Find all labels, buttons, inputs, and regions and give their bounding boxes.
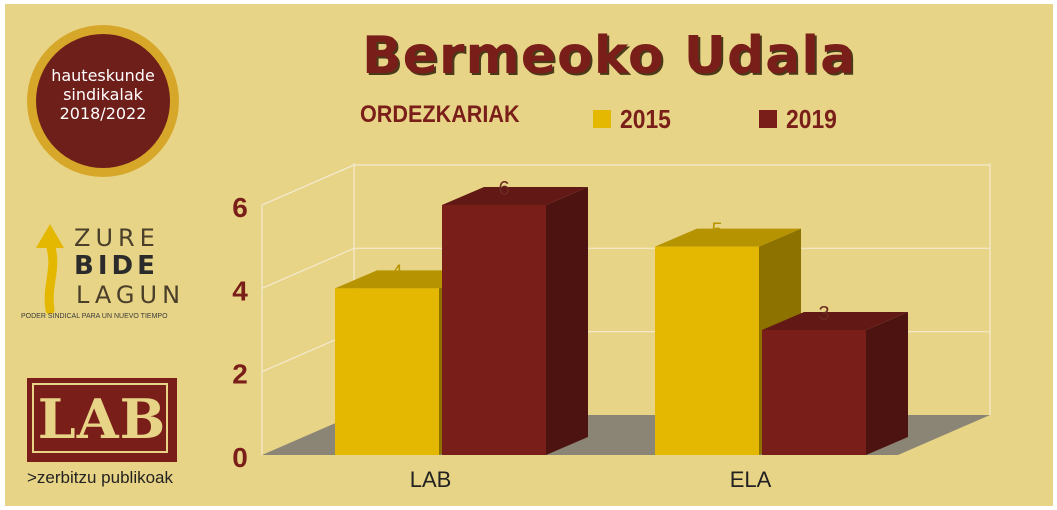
- zure-bide-lagun-logo: ZURE BIDE LAGUN PODER SINDICAL PARA UN N…: [18, 210, 198, 330]
- data-label: 6: [498, 178, 509, 200]
- y-tick-label: 2: [232, 359, 248, 390]
- bar-lab-2015: [335, 288, 439, 455]
- logo-word-zure: ZURE: [74, 224, 160, 252]
- bar-lab-2019: [442, 205, 546, 455]
- bar-side: [546, 187, 588, 455]
- bar-side: [866, 312, 908, 455]
- bar-ela-2019: [762, 330, 866, 455]
- data-label: 3: [818, 303, 829, 325]
- chart-title: Bermeoko Udala: [362, 26, 857, 86]
- arrow-up-icon: [36, 224, 64, 314]
- legend-label-2019: 2019: [786, 104, 837, 134]
- data-label: 4: [391, 261, 402, 283]
- badge-line-1: hauteskunde: [51, 66, 155, 85]
- legend-swatch-2019: [759, 110, 777, 128]
- bar-top: [655, 228, 801, 247]
- y-tick-label: 6: [232, 192, 248, 223]
- bar-top: [442, 187, 588, 205]
- badge-circle: [36, 34, 170, 168]
- bar-top: [762, 312, 908, 330]
- lab-logo: LAB: [27, 378, 177, 462]
- logo-tagline: PODER SINDICAL PARA UN NUEVO TIEMPO: [21, 313, 168, 320]
- legend-swatch-2015: [593, 110, 611, 128]
- logo-word-bide: BIDE: [74, 251, 159, 281]
- lab-subtitle: >zerbitzu publikoak: [27, 468, 174, 487]
- bar-ela-2015: [655, 246, 759, 455]
- data-label: 5: [711, 220, 722, 242]
- lab-logo-frame: LAB: [32, 383, 168, 453]
- badge-line-3: 2018/2022: [59, 104, 147, 123]
- y-tick-label: 0: [232, 442, 248, 473]
- gridline: [261, 164, 990, 206]
- legend-label-2015: 2015: [620, 104, 671, 134]
- y-tick-label: 4: [232, 275, 248, 306]
- lab-logo-text: LAB: [37, 387, 167, 451]
- x-tick-label: LAB: [410, 467, 452, 492]
- chart-subtitle: ORDEZKARIAK: [360, 101, 520, 128]
- badge-line-2: sindikalak: [63, 85, 143, 104]
- logo-word-lagun: LAGUN: [76, 281, 186, 309]
- x-tick-label: ELA: [730, 467, 772, 492]
